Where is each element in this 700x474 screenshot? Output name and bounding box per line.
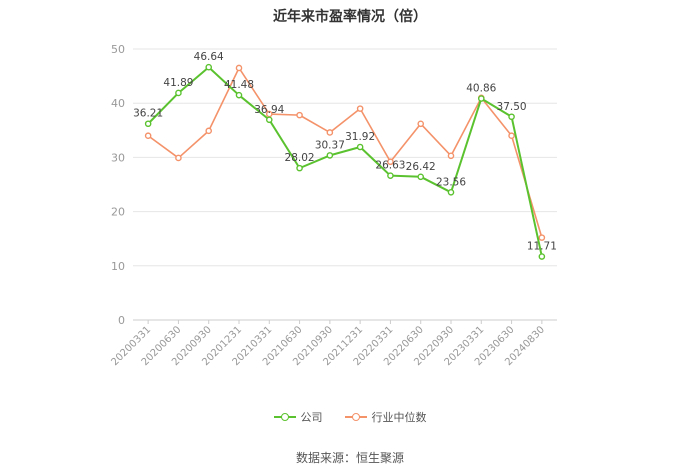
data-point-company: [356, 143, 364, 151]
data-label: 26.63: [375, 160, 405, 172]
data-point-company: [417, 173, 425, 181]
data-point-industry: [175, 154, 182, 162]
data-point-company: [477, 95, 485, 102]
data-point-industry: [296, 111, 303, 119]
data-point-company: [205, 63, 213, 71]
data-point-industry: [205, 127, 213, 135]
data-point-company: [538, 253, 546, 260]
data-label: 36.94: [254, 104, 284, 116]
series-line-company: [147, 66, 543, 257]
data-label: 26.42: [406, 161, 436, 173]
data-label: 11.71: [527, 241, 557, 253]
chart-title: 近年来市盈率情况（倍）: [273, 9, 427, 25]
legend-label-company: 公司: [300, 411, 323, 424]
data-point-industry: [144, 132, 152, 140]
legend-label-industry: 行业中位数: [371, 411, 427, 424]
legend-item-industry[interactable]: 行业中位数: [344, 409, 427, 425]
data-point-company: [235, 91, 243, 99]
data-label: 37.50: [497, 101, 527, 113]
data-point-company: [144, 120, 152, 128]
y-tick-label: 0: [118, 314, 125, 327]
legend: 公司 行业中位数: [0, 409, 700, 425]
data-point-industry: [356, 105, 364, 112]
data-point-industry: [417, 120, 425, 128]
data-point-company: [387, 172, 394, 179]
data-label: 30.37: [315, 139, 345, 151]
data-point-company: [447, 189, 455, 196]
data-label: 23.56: [436, 176, 466, 188]
data-point-company: [265, 116, 273, 124]
y-tick-label: 50: [111, 43, 125, 56]
y-tick-label: 10: [111, 260, 125, 273]
data-point-company: [508, 113, 515, 121]
y-tick-label: 30: [111, 151, 125, 164]
y-tick-label: 20: [111, 206, 125, 219]
data-source: 数据来源：恒生聚源: [295, 451, 404, 465]
data-point-industry: [508, 132, 515, 140]
data-point-company: [296, 164, 303, 172]
series-line-industry: [147, 67, 543, 238]
data-point-industry: [538, 234, 546, 241]
data-label: 31.92: [345, 131, 375, 143]
data-point-company: [326, 152, 334, 159]
data-point-industry: [235, 64, 243, 72]
data-label: 41.48: [224, 79, 254, 91]
legend-item-company[interactable]: 公司: [273, 409, 323, 425]
data-label: 40.86: [466, 83, 496, 95]
data-point-industry: [326, 129, 334, 136]
data-label: 46.64: [194, 51, 224, 63]
y-tick-label: 40: [111, 97, 125, 110]
data-point-company: [175, 89, 182, 97]
legend-swatch-company: [273, 412, 296, 422]
data-label: 41.89: [163, 77, 193, 89]
data-label: 36.21: [133, 108, 163, 120]
legend-swatch-industry: [344, 412, 367, 422]
data-label: 28.02: [285, 152, 315, 164]
data-point-industry: [387, 158, 394, 166]
data-point-industry: [447, 152, 455, 160]
